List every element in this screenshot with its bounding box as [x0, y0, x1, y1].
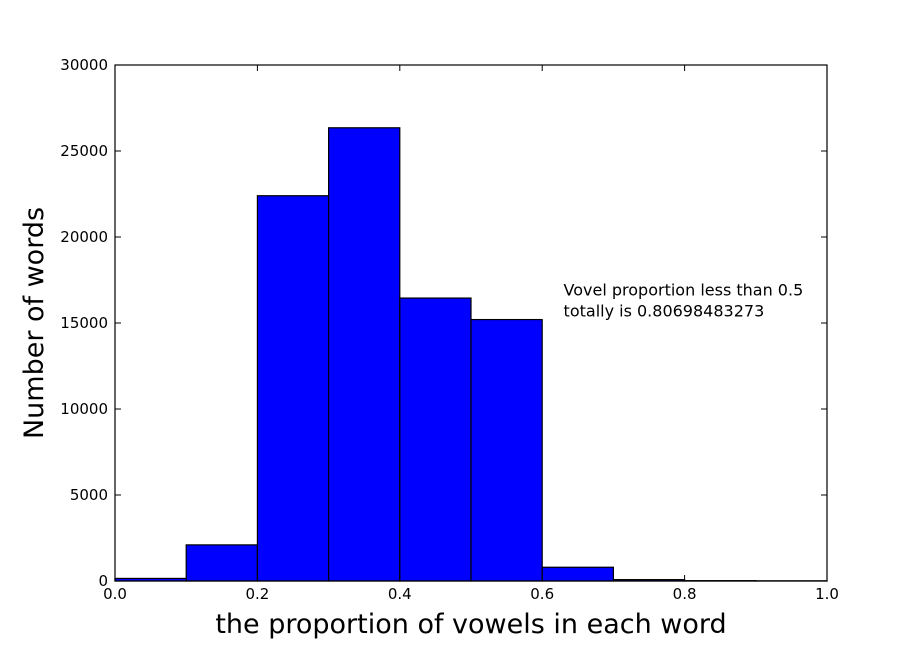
y-tick-label-6: 30000 — [60, 56, 108, 74]
y-tick-label-2: 10000 — [60, 400, 108, 418]
bar-5 — [470, 318, 543, 582]
tick-labels-group: 0.0 0.2 0.4 0.6 0.8 1.0 0 5000 10000 15000 20000 25… — [60, 56, 839, 603]
y-tick-label-4: 20000 — [60, 228, 108, 246]
y-tick-label-5: 25000 — [60, 142, 108, 160]
bars-group — [114, 127, 828, 582]
bar-3 — [328, 127, 401, 582]
x-tick-label-0: 0.0 — [103, 585, 127, 603]
x-tick-label-3: 0.6 — [530, 585, 554, 603]
annotation: Vovel proportion less than 0.5 totally is… — [564, 281, 804, 321]
x-axis-label: the proportion of vowels in each word — [215, 609, 726, 640]
y-axis-label: Number of words — [19, 207, 50, 439]
bar-1 — [185, 544, 258, 582]
x-tick-label-5: 1.0 — [815, 585, 839, 603]
bar-4 — [399, 297, 472, 582]
annotation-line-0: Vovel proportion less than 0.5 — [564, 281, 804, 300]
x-tick-label-2: 0.4 — [388, 585, 412, 603]
x-tick-label-4: 0.8 — [673, 585, 697, 603]
bar-2 — [256, 195, 330, 582]
annotation-line-1: totally is 0.80698483273 — [564, 302, 765, 321]
plot-frame — [114, 64, 828, 582]
y-tick-label-1: 5000 — [70, 486, 108, 504]
x-tick-label-1: 0.2 — [245, 585, 269, 603]
bar-6 — [541, 566, 615, 582]
y-tick-label-3: 15000 — [60, 314, 108, 332]
y-tick-label-0: 0 — [98, 572, 108, 590]
